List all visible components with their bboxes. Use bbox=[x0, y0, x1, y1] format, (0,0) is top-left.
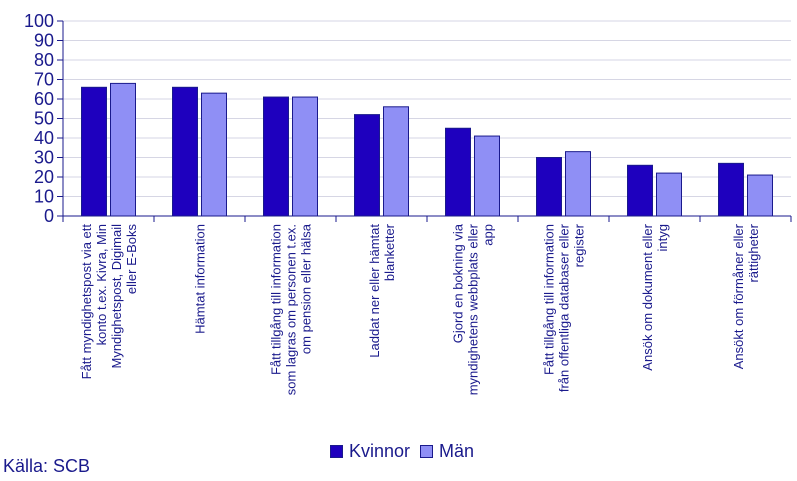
legend: Kvinnor Män bbox=[330, 441, 484, 462]
legend-label-kvinnor: Kvinnor bbox=[349, 441, 411, 461]
category-labels: Fått myndighetspost via ett konto t.ex. K… bbox=[79, 223, 761, 395]
y-tick-label-60: 60 bbox=[34, 89, 54, 109]
y-tick-label-80: 80 bbox=[34, 50, 54, 70]
category-label-2-line-2: om pension eller hälsa bbox=[299, 223, 314, 354]
y-tick-label-30: 30 bbox=[34, 148, 54, 168]
category-label-4-line-0: Gjord en bokning via bbox=[451, 223, 466, 343]
category-label-5-line-0: Fått tillgång till information bbox=[542, 224, 557, 375]
legend-label-man: Män bbox=[439, 441, 475, 461]
bar-mn-4 bbox=[474, 135, 500, 217]
y-tick-label-50: 50 bbox=[34, 109, 54, 129]
category-label-0: Fått myndighetspost via ett konto t.ex. K… bbox=[79, 224, 139, 380]
category-label-5-line-2: register bbox=[572, 223, 587, 267]
y-tick-label-90: 90 bbox=[34, 31, 54, 51]
category-label-0-line-2: Myndighetspost, Digimail bbox=[109, 224, 124, 369]
category-label-1-line-0: Hämtat information bbox=[193, 224, 208, 334]
category-label-7-line-0: Ansökt om förmåner eller bbox=[731, 223, 746, 369]
bar-mn-6 bbox=[656, 172, 682, 217]
y-tick-label-100: 100 bbox=[24, 11, 54, 31]
source-note: Källa: SCB bbox=[3, 456, 91, 476]
category-label-1: Hämtat information bbox=[193, 224, 208, 334]
category-label-4: Gjord en bokning via myndighetens webbpla… bbox=[451, 223, 496, 395]
category-label-4-line-1: myndighetens webbplats eller bbox=[466, 223, 481, 395]
category-label-2-line-0: Fått tillgång till information bbox=[269, 224, 284, 375]
legend-swatch-kvinnor bbox=[330, 445, 343, 458]
y-tick-label-10: 10 bbox=[34, 187, 54, 207]
legend-item-man: Män bbox=[420, 441, 474, 462]
bar-mn-5 bbox=[565, 151, 591, 217]
y-tick-label-40: 40 bbox=[34, 128, 54, 148]
category-label-2-line-1: som lagras om personen t.ex. bbox=[284, 224, 299, 395]
category-label-0-line-1: konto t.ex. Kivra, Min bbox=[94, 224, 109, 345]
category-label-3: Laddat ner eller hämtat blanketter bbox=[367, 223, 397, 357]
y-tick-label-0: 0 bbox=[44, 206, 54, 226]
bar-kvinnor-6 bbox=[627, 164, 653, 217]
legend-item-kvinnor: Kvinnor bbox=[330, 441, 410, 462]
category-label-6-line-1: intyg bbox=[655, 224, 670, 251]
bar-mn-1 bbox=[201, 92, 227, 217]
category-label-7-line-1: rättigheter bbox=[746, 223, 761, 282]
legend-swatch-man bbox=[420, 445, 434, 458]
category-label-0-line-0: Fått myndighetspost via ett bbox=[79, 224, 94, 380]
category-label-0-line-3: eller E-Boks bbox=[124, 224, 139, 295]
bar-kvinnor-7 bbox=[718, 162, 744, 217]
bar-kvinnor-3 bbox=[354, 114, 380, 217]
bar-mn-0 bbox=[110, 82, 136, 217]
bar-kvinnor-4 bbox=[445, 127, 471, 217]
bar-kvinnor-1 bbox=[172, 86, 198, 217]
category-label-3-line-0: Laddat ner eller hämtat bbox=[367, 224, 382, 358]
category-label-6-line-0: Ansök om dokument eller bbox=[640, 223, 655, 370]
bar-mn-7 bbox=[747, 174, 773, 217]
y-tick-label-70: 70 bbox=[34, 70, 54, 90]
category-label-6: Ansök om dokument eller intyg bbox=[640, 223, 670, 370]
category-label-5: Fått tillgång till information från offen… bbox=[542, 223, 587, 392]
bars bbox=[81, 82, 773, 217]
bar-mn-3 bbox=[383, 106, 409, 217]
category-label-7: Ansökt om förmåner eller rättigheter bbox=[731, 223, 761, 369]
bar-kvinnor-5 bbox=[536, 157, 562, 217]
bar-kvinnor-0 bbox=[81, 86, 107, 217]
category-label-4-line-2: app bbox=[481, 224, 496, 246]
bar-mn-2 bbox=[292, 96, 318, 217]
category-label-2: Fått tillgång till information som lagras… bbox=[269, 223, 314, 395]
bar-kvinnor-2 bbox=[263, 96, 289, 217]
y-tick-label-20: 20 bbox=[34, 167, 54, 187]
category-label-5-line-1: från offentliga databaser eller bbox=[557, 223, 572, 392]
category-label-3-line-1: blanketter bbox=[382, 223, 397, 281]
x-axis bbox=[62, 21, 792, 222]
